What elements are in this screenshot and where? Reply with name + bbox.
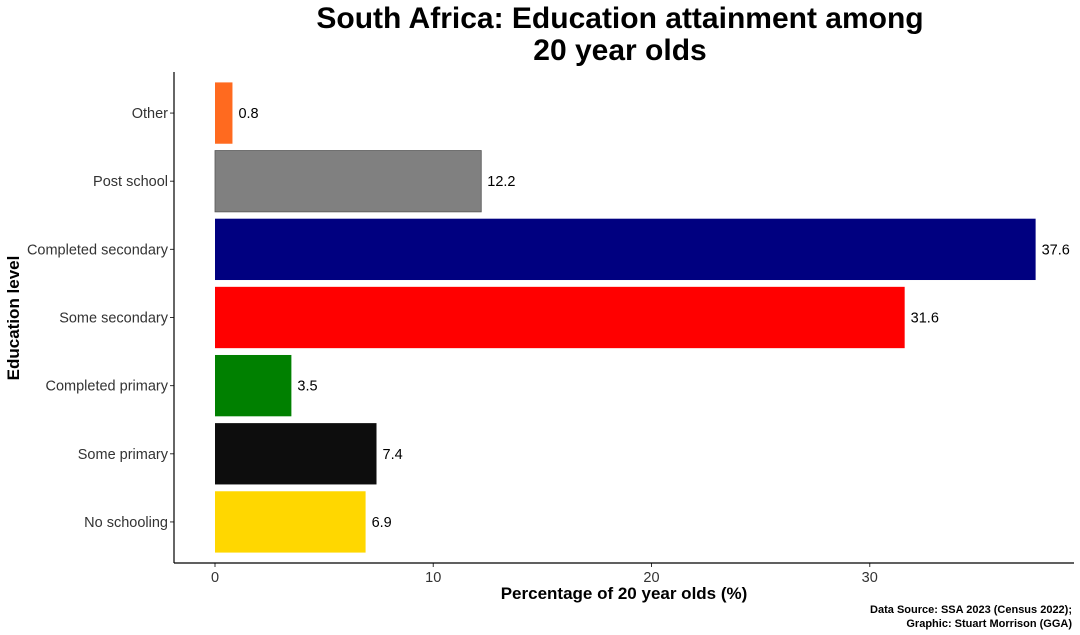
y-tick-label-other: Other (132, 106, 168, 122)
bar-other (215, 82, 233, 144)
bar-no-schooling (215, 491, 366, 553)
value-label-some-secondary: 31.6 (911, 311, 939, 327)
x-tick-label: 30 (862, 570, 878, 586)
value-label-some-primary: 7.4 (383, 447, 403, 463)
x-tick-label: 10 (425, 570, 441, 586)
y-axis-ticks: Other Post school Completed secondary Some … (27, 106, 174, 531)
bars-group (214, 82, 1036, 553)
x-axis-title: Percentage of 20 year olds (%) (501, 584, 748, 603)
bar-post-school (214, 150, 482, 213)
y-axis-title: Education level (4, 256, 23, 381)
value-label-post-school: 12.2 (487, 174, 515, 190)
x-tick-label: 0 (211, 570, 219, 586)
y-tick-label-some-secondary: Some secondary (59, 311, 169, 327)
x-axis-ticks: 0 10 20 30 (211, 563, 878, 586)
caption-line-2: Graphic: Stuart Morrison (GGA) (906, 618, 1072, 630)
y-tick-label-some-primary: Some primary (78, 447, 169, 463)
bar-completed-primary (215, 354, 292, 417)
value-label-no-schooling: 6.9 (372, 515, 392, 531)
y-tick-label-no-schooling: No schooling (84, 515, 168, 531)
value-label-other: 0.8 (238, 106, 258, 122)
y-tick-label-post-school: Post school (93, 174, 168, 190)
chart-title: South Africa: Education attainment among… (316, 2, 923, 67)
y-tick-label-completed-primary: Completed primary (46, 379, 169, 395)
bar-some-primary (215, 423, 377, 485)
chart-title-line-2: 20 year olds (533, 34, 706, 67)
caption: Data Source: SSA 2023 (Census 2022); Gra… (870, 604, 1072, 630)
bar-some-secondary (215, 286, 905, 349)
chart-title-line-1: South Africa: Education attainment among (316, 2, 923, 35)
x-tick-label: 20 (643, 570, 659, 586)
value-labels-group: 0.8 12.2 37.6 31.6 3.5 7.4 6.9 (238, 106, 1069, 531)
value-label-completed-primary: 3.5 (297, 379, 317, 395)
value-label-completed-secondary: 37.6 (1042, 242, 1070, 258)
caption-line-1: Data Source: SSA 2023 (Census 2022); (870, 604, 1072, 616)
y-tick-label-completed-secondary: Completed secondary (27, 242, 169, 258)
bar-completed-secondary (215, 218, 1036, 281)
